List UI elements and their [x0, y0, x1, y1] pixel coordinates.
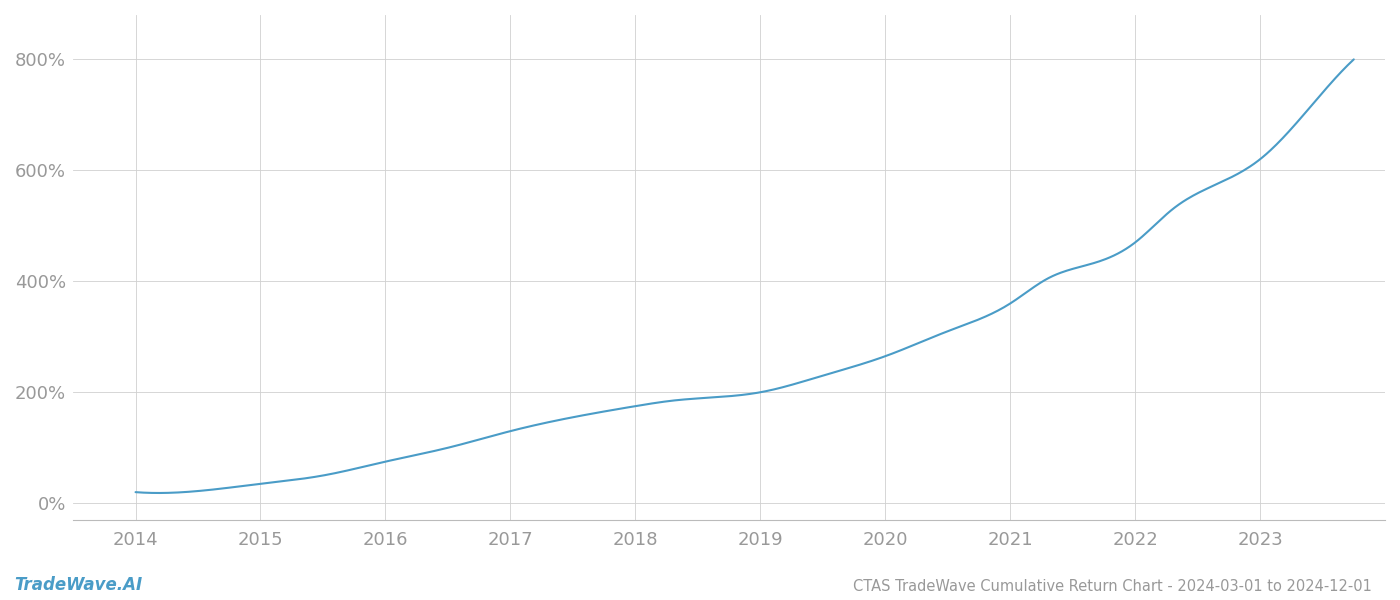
Text: CTAS TradeWave Cumulative Return Chart - 2024-03-01 to 2024-12-01: CTAS TradeWave Cumulative Return Chart -…	[853, 579, 1372, 594]
Text: TradeWave.AI: TradeWave.AI	[14, 576, 143, 594]
